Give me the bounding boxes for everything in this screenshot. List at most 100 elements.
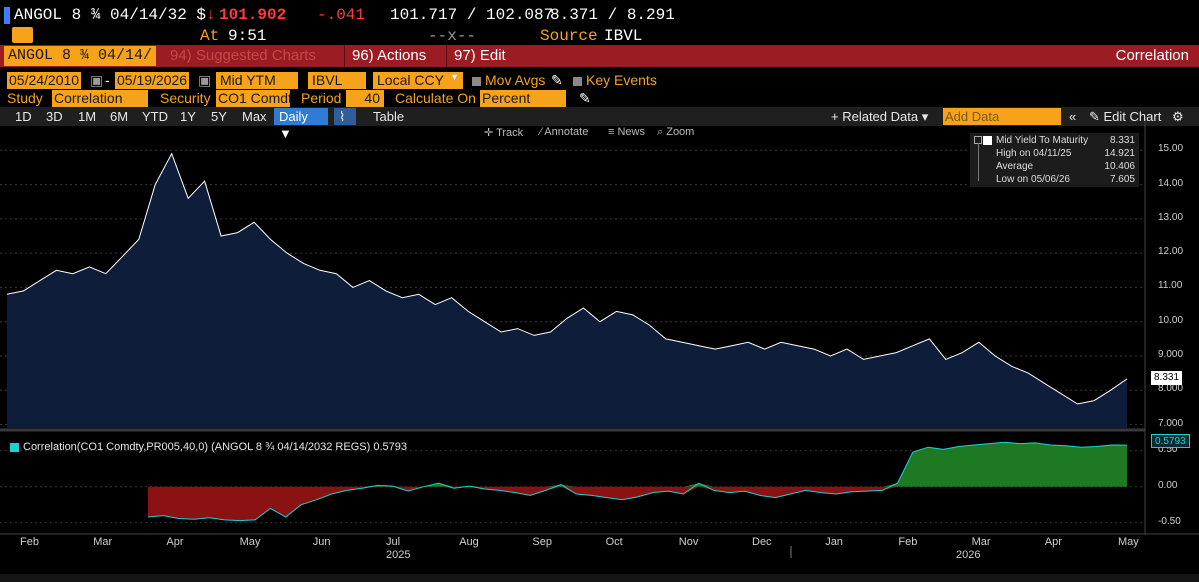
quote-line: ANGOL 8 ¾ 04/14/32 $ ↓ 101.902 -.041 101…	[0, 4, 1199, 26]
last-price: 101.902	[219, 6, 287, 24]
x-tick-label: Mar	[971, 536, 991, 548]
security-field[interactable]: CO1 Comdt	[216, 90, 292, 107]
chart-legend: Mid Yield To Maturity 8.331 High on 04/1…	[970, 133, 1139, 187]
suggested-charts-button[interactable]: 94) Suggested Charts	[170, 47, 316, 64]
chevron-down-icon[interactable]: ▾	[452, 72, 458, 83]
track-button[interactable]: ✛ Track	[484, 127, 524, 139]
legend-avg-label: Average	[996, 161, 1034, 172]
security-marker	[4, 7, 10, 24]
range-1d-tab[interactable]: 1D	[15, 109, 32, 124]
corr-negative-fill	[148, 486, 1127, 521]
annotate-button[interactable]: ⁄ Annotate	[540, 126, 589, 138]
settings-gear-icon[interactable]: ⚙	[1172, 109, 1184, 124]
y-tick-label: -0.50	[1158, 515, 1181, 527]
chart-type-icon[interactable]: ⌇	[334, 108, 356, 125]
legend-bracket	[978, 143, 979, 181]
mov-avgs-toggle[interactable]: Mov Avgs	[472, 72, 545, 88]
x-tick-label: May	[1118, 536, 1139, 548]
end-date-input[interactable]: 05/19/2026	[115, 72, 190, 89]
annotate-icon: ⁄	[540, 126, 545, 138]
x-tick-label: May	[239, 536, 261, 548]
range-ytd-tab[interactable]: YTD	[142, 109, 168, 124]
pencil-icon[interactable]: ✎	[551, 72, 563, 88]
legend-last-value: 8.331	[1109, 135, 1135, 146]
divider	[446, 45, 447, 67]
related-data-button[interactable]: + Related Data ▾	[831, 109, 929, 124]
pencil-icon[interactable]: ✎	[579, 90, 591, 106]
legend-high-label: High on 04/11/25	[996, 148, 1072, 159]
range-1m-tab[interactable]: 1M	[78, 109, 97, 124]
header-bar: ANGOL 8 ¾ 04/14/ 94) Suggested Charts 96…	[0, 45, 1199, 67]
calculate-label: Calculate On	[395, 90, 476, 106]
range-toolbar: 1D 3D 1M 6M YTD 1Y 5Y Max Daily ▼ ⌇ Tabl…	[0, 107, 1199, 141]
y-tick-label: 9.000	[1158, 349, 1184, 360]
study-label: Study	[7, 90, 43, 106]
edit-button[interactable]: 97) Edit	[454, 47, 506, 64]
y-tick-label: 15.00	[1158, 143, 1184, 155]
frequency-select[interactable]: Daily ▼	[274, 108, 328, 141]
start-date-input[interactable]: 05/24/2010	[7, 72, 82, 89]
quote-time: 9:51	[228, 27, 267, 45]
news-button[interactable]: ≡ News	[608, 126, 645, 138]
calendar-icon[interactable]: ▣	[198, 72, 212, 88]
bottom-status-bar	[0, 574, 1199, 582]
down-arrow-icon: ↓	[206, 6, 216, 24]
legend-series-name: Mid Yield To Maturity	[996, 135, 1089, 146]
range-5y-tab[interactable]: 5Y	[211, 109, 227, 124]
date-separator: -	[105, 72, 110, 88]
at-label: At	[200, 27, 220, 45]
calculate-select[interactable]: Percent	[480, 90, 566, 107]
source-value: IBVL	[604, 27, 643, 45]
y-tick-label: 11.00	[1158, 280, 1183, 292]
add-data-input[interactable]: Add Data	[943, 108, 1061, 125]
actions-button[interactable]: 96) Actions	[352, 47, 427, 64]
x-tick-label: Oct	[605, 536, 623, 548]
y-tick-label: 12.00	[1158, 246, 1184, 258]
currency-select[interactable]: Local CCY	[373, 72, 463, 89]
x-tick-label: Aug	[459, 536, 479, 548]
x-tick-label: Jun	[312, 536, 331, 548]
zoom-button[interactable]: ⌕ Zoom	[657, 126, 695, 138]
key-events-toggle[interactable]: Key Events	[573, 72, 657, 88]
legend-avg-value: 10.406	[1104, 161, 1135, 172]
security-label: Security	[160, 90, 211, 106]
x-tick-label: Nov	[678, 536, 699, 548]
price-chart[interactable]	[0, 122, 1199, 582]
study-select[interactable]: Correlation	[52, 90, 148, 107]
ticker: ANGOL 8 ¾ 04/14/32 $	[14, 6, 207, 24]
yields: 8.371 / 8.291	[550, 6, 675, 24]
clock-icon[interactable]	[12, 27, 33, 43]
x-tick-label: Feb	[20, 536, 39, 548]
ytm-area	[7, 153, 1127, 428]
range-1y-tab[interactable]: 1Y	[180, 109, 196, 124]
collapse-icon[interactable]: «	[1069, 109, 1077, 124]
table-tab[interactable]: Table	[373, 109, 405, 124]
x-year-label: 2025	[386, 549, 411, 561]
correlation-legend: Correlation(CO1 Comdty,PR005,40,0) (ANGO…	[10, 441, 407, 453]
pencil-icon: ✎	[1089, 109, 1104, 124]
page-title: Correlation	[1115, 47, 1189, 64]
calendar-icon[interactable]: ▣	[90, 72, 104, 88]
ytm-last-tag: 8.331	[1151, 371, 1183, 385]
corr-swatch	[10, 442, 19, 452]
range-3d-tab[interactable]: 3D	[46, 109, 63, 124]
field-select[interactable]: Mid YTM	[216, 72, 298, 89]
range-6m-tab[interactable]: 6M	[110, 109, 129, 124]
quote-status: At 9:51 --x-- Source IBVL	[0, 26, 1199, 45]
news-icon: ≡	[608, 126, 618, 138]
legend-high-value: 14.921	[1104, 148, 1135, 159]
corr-positive-fill	[148, 442, 1127, 487]
edit-chart-button[interactable]: ✎ Edit Chart	[1089, 109, 1162, 124]
y-tick-label: 7.000	[1158, 417, 1184, 429]
x-tick-label: Apr	[1044, 536, 1062, 548]
period-label: Period	[301, 90, 342, 106]
security-input[interactable]: ANGOL 8 ¾ 04/14/	[4, 46, 157, 66]
period-input[interactable]: 40	[346, 90, 384, 107]
corr-line	[147, 441, 1128, 522]
x-tick-label: Apr	[166, 536, 184, 548]
legend-low-value: 7.605	[1109, 174, 1135, 185]
x-tick-label: Dec	[752, 536, 772, 548]
range-max-tab[interactable]: Max	[242, 109, 267, 124]
crosshair-icon: ✛	[484, 127, 497, 139]
source-select[interactable]: IBVL	[308, 72, 366, 89]
